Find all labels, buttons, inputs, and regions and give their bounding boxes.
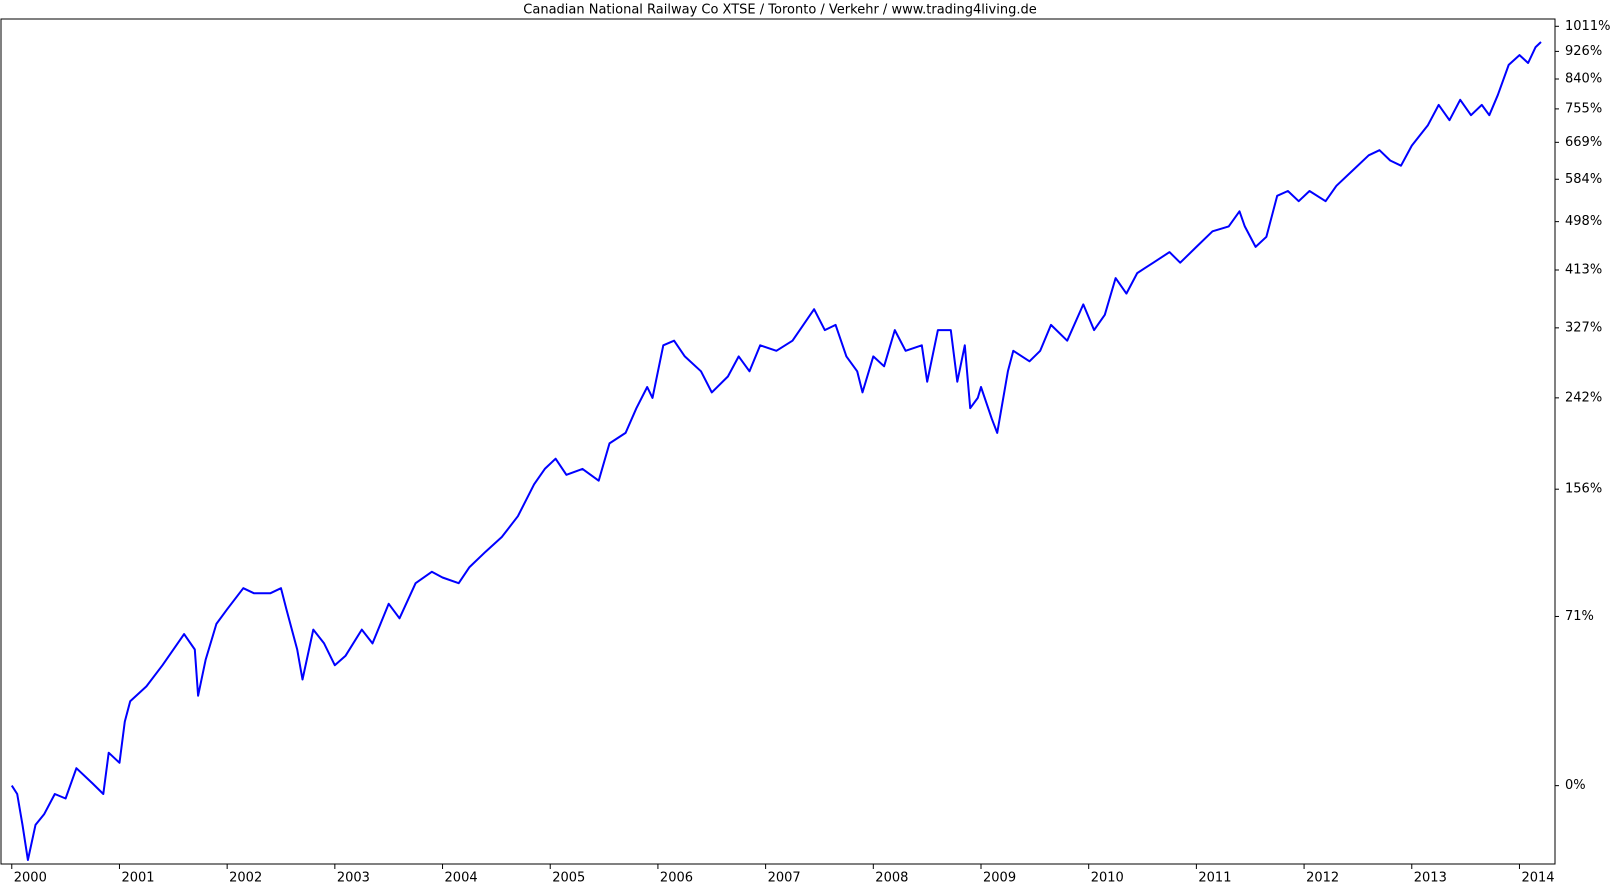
y-tick-label: 755% xyxy=(1565,101,1602,116)
x-tick-label: 2007 xyxy=(768,871,801,886)
y-tick-label: 156% xyxy=(1565,482,1602,497)
y-tick-label: 498% xyxy=(1565,214,1602,229)
x-tick-label: 2008 xyxy=(875,871,908,886)
x-tick-label: 2006 xyxy=(660,871,693,886)
x-tick-label: 2004 xyxy=(445,871,478,886)
y-tick-label: 1011% xyxy=(1565,19,1610,34)
plot-frame xyxy=(0,18,1556,865)
y-tick-label: 0% xyxy=(1565,778,1586,793)
x-tick-label: 2014 xyxy=(1521,871,1554,886)
y-tick-label: 413% xyxy=(1565,262,1602,277)
x-tick-label: 2001 xyxy=(121,871,154,886)
y-tick-label: 926% xyxy=(1565,44,1602,59)
x-tick-label: 2011 xyxy=(1198,871,1231,886)
x-tick-label: 2000 xyxy=(14,871,47,886)
x-tick-label: 2002 xyxy=(229,871,262,886)
x-tick-label: 2013 xyxy=(1414,871,1447,886)
y-tick-label: 840% xyxy=(1565,72,1602,87)
x-tick-label: 2009 xyxy=(983,871,1016,886)
x-tick-label: 2003 xyxy=(337,871,370,886)
x-tick-label: 2010 xyxy=(1091,871,1124,886)
y-tick-label: 669% xyxy=(1565,135,1602,150)
x-tick-label: 2005 xyxy=(552,871,585,886)
chart-title: Canadian National Railway Co XTSE / Toro… xyxy=(523,3,1036,18)
series-line xyxy=(10,41,1542,861)
y-tick-label: 242% xyxy=(1565,390,1602,405)
x-tick-label: 2012 xyxy=(1306,871,1339,886)
y-tick-label: 584% xyxy=(1565,172,1602,187)
y-tick-label: 327% xyxy=(1565,320,1602,335)
y-tick-label: 71% xyxy=(1565,609,1594,624)
